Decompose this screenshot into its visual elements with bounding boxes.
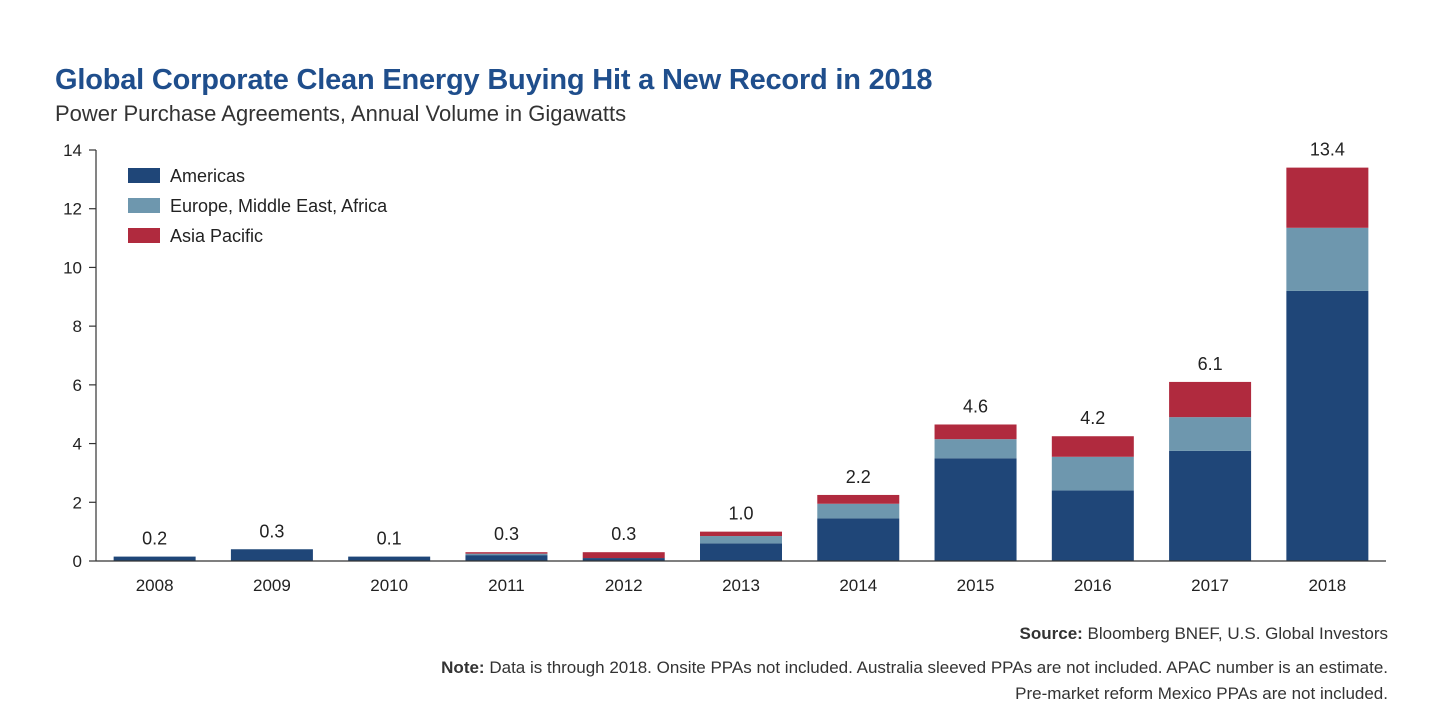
bar-total-label: 0.2 [142,529,167,549]
bar-segment [934,424,1017,440]
footnote-line-1: Note: Data is through 2018. Onsite PPAs … [441,655,1388,681]
note-label: Note: [441,658,485,677]
x-tick-label: 2015 [957,576,995,595]
bar-segment [348,556,431,561]
source-text: Bloomberg BNEF, U.S. Global Investors [1082,624,1388,643]
y-axis: 0 2 4 6 8 10 12 14 [63,141,97,571]
legend-swatch [128,228,160,243]
footnote: Note: Data is through 2018. Onsite PPAs … [441,655,1388,707]
bar-segment [700,543,782,561]
bar-segment [700,536,782,544]
x-tick-label: 2012 [605,576,643,595]
bar-total-label: 0.3 [494,524,519,544]
x-tick-label: 2014 [839,576,877,595]
x-tick-label: 2018 [1308,576,1346,595]
bars: 0.2 0.3 0.1 0.3 0.3 1.0 2.2 4.6 4.2 6.1 13.4 [113,140,1369,561]
bar-total-label: 0.3 [611,524,636,544]
legend-label: Asia Pacific [170,226,263,246]
bar-segment [1169,417,1252,451]
y-tick-label: 10 [63,258,82,277]
bar-segment [1286,227,1369,291]
bar-segment [1169,450,1252,561]
legend-swatch [128,168,160,183]
bar-total-label: 2.2 [846,467,871,487]
bar-segment [1051,456,1134,491]
x-tick-label: 2013 [722,576,760,595]
bar-total-label: 13.4 [1310,140,1345,160]
bar-segment [817,503,900,519]
bar-segment [465,552,548,554]
bar-segment [817,494,900,504]
legend-swatch [128,198,160,213]
y-tick-label: 6 [73,376,82,395]
bar-segment [1286,290,1369,561]
bar-segment [465,553,548,556]
y-tick-label: 0 [73,552,82,571]
bar-total-label: 1.0 [728,504,753,524]
x-tick-label: 2008 [136,576,174,595]
chart-title: Global Corporate Clean Energy Buying Hit… [55,64,933,96]
bar-segment [230,549,313,561]
bar-segment [113,556,196,561]
bar-total-label: 0.3 [259,521,284,541]
bar-segment [934,439,1017,459]
bar-segment [817,518,900,561]
y-tick-label: 2 [73,493,82,512]
source-label: Source: [1019,624,1083,643]
bar-segment [582,552,665,559]
bar-segment [582,558,665,561]
footnote-line-2: Pre-market reform Mexico PPAs are not in… [1015,684,1388,703]
bar-total-label: 0.1 [377,529,402,549]
bar-segment [1051,490,1134,561]
bar-segment [1169,381,1252,418]
y-tick-label: 12 [63,200,82,219]
bar-total-label: 4.2 [1080,408,1105,428]
x-axis: 2008 2009 2010 2011 2012 2013 2014 2015 2016 2017… [96,560,1386,595]
bar-segment [1286,167,1369,228]
x-tick-label: 2016 [1074,576,1112,595]
y-tick-label: 4 [73,435,82,454]
x-tick-label: 2010 [370,576,408,595]
y-tick-label: 8 [73,317,82,336]
y-tick-label: 14 [63,141,82,160]
bar-segment [934,458,1017,561]
bar-segment [700,531,782,537]
legend-label: Americas [170,166,245,186]
legend: Americas Europe, Middle East, Africa Asia … [128,166,388,246]
chart-subtitle: Power Purchase Agreements, Annual Volume… [55,101,627,126]
source-note: Source: Bloomberg BNEF, U.S. Global Inve… [1020,624,1388,644]
legend-label: Europe, Middle East, Africa [170,196,388,216]
x-tick-label: 2017 [1191,576,1229,595]
x-tick-label: 2009 [253,576,291,595]
bar-segment [465,555,548,561]
bar-segment [1051,436,1134,457]
bar-total-label: 6.1 [1198,354,1223,374]
note-line-1-text: Data is through 2018. Onsite PPAs not in… [484,658,1388,677]
bar-total-label: 4.6 [963,396,988,416]
x-tick-label: 2011 [488,576,525,595]
